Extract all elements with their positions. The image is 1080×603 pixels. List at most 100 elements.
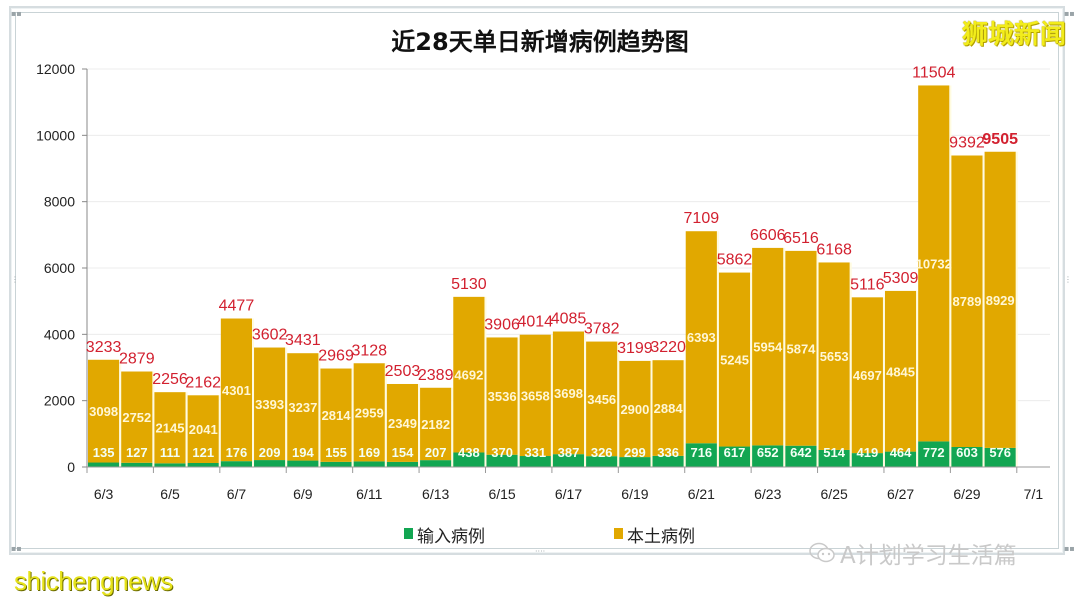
label-imported-6/10: 155 [325, 445, 347, 460]
label-imported-6/9: 194 [292, 445, 314, 460]
bar-local-6/10 [320, 368, 352, 462]
label-total-6/20: 3220 [650, 339, 686, 356]
label-local-6/22: 5245 [720, 353, 749, 368]
legend-label-local: 本土病例 [627, 527, 695, 547]
label-total-6/11: 3128 [351, 342, 387, 359]
y-tick-label: 0 [67, 459, 75, 475]
label-total-6/10: 2969 [318, 348, 354, 365]
bar-local-6/11 [353, 363, 385, 462]
label-imported-6/27: 464 [890, 445, 912, 460]
label-local-6/26: 4697 [853, 368, 882, 383]
bar-local-6/27 [884, 290, 917, 452]
bar-imported-6/26 [851, 453, 883, 467]
brand-watermark: 狮城新闻 [961, 20, 1066, 50]
bar-imported-6/30 [984, 447, 1016, 467]
bar-imported-6/4 [121, 462, 153, 467]
label-total-6/6: 2162 [185, 374, 221, 391]
wechat-account-name: A计划学习生活篇 [840, 543, 1017, 569]
label-local-6/24: 5874 [786, 341, 816, 356]
chart-frame-inner [15, 12, 1059, 549]
label-imported-6/17: 387 [558, 445, 580, 460]
label-local-6/18: 3456 [587, 392, 616, 407]
bar-local-6/12 [386, 383, 419, 462]
label-total-6/8: 3602 [252, 327, 288, 344]
chart-title: 近28天单日新增病例趋势图 [391, 28, 688, 56]
label-total-6/15: 3906 [484, 316, 520, 333]
label-total-6/30: 9505 [982, 131, 1018, 148]
bar-imported-6/13 [420, 460, 452, 467]
legend-label-imported: 输入病例 [417, 527, 485, 547]
label-imported-6/3: 135 [93, 445, 115, 460]
bar-imported-6/24 [785, 445, 817, 467]
resize-handle-bottom-left[interactable]: ▪▪ [11, 544, 22, 553]
y-tick-label: 4000 [44, 326, 75, 342]
resize-handle-top-left[interactable]: ▪▪ [11, 9, 22, 18]
label-local-6/10: 2814 [322, 408, 352, 423]
bar-imported-6/21 [685, 443, 717, 467]
x-tick-label: 6/15 [488, 486, 515, 502]
label-local-6/29: 8789 [953, 294, 982, 309]
x-tick-label: 6/27 [887, 486, 914, 502]
label-local-6/27: 4845 [886, 364, 915, 379]
label-imported-6/21: 716 [690, 445, 712, 460]
resize-handle-bottom[interactable]: ···· [535, 547, 546, 556]
label-total-6/12: 2503 [385, 363, 421, 380]
label-total-6/19: 3199 [617, 340, 653, 357]
label-local-6/5: 2145 [156, 421, 185, 436]
bar-local-6/22 [718, 272, 751, 447]
label-local-6/23: 5954 [753, 340, 783, 355]
bar-imported-6/15 [486, 454, 518, 467]
x-tick-label: 6/5 [160, 486, 180, 502]
bar-local-6/26 [851, 297, 883, 454]
y-tick-label: 2000 [44, 393, 75, 409]
resize-handle-left[interactable]: ⋮ [11, 275, 19, 284]
label-total-6/17: 4085 [551, 311, 587, 328]
label-imported-6/5: 111 [160, 445, 180, 460]
label-local-6/11: 2959 [355, 405, 384, 420]
label-imported-6/11: 169 [358, 445, 380, 460]
bar-imported-6/5 [154, 463, 186, 467]
y-tick-label: 8000 [44, 194, 75, 210]
label-total-6/28: 11504 [912, 64, 955, 81]
bar-imported-6/7 [220, 461, 253, 467]
label-total-6/16: 4014 [517, 314, 553, 331]
label-total-6/5: 2256 [152, 371, 188, 388]
y-tick-label: 10000 [36, 127, 75, 143]
bar-imported-6/29 [951, 447, 983, 467]
legend-swatch-local [614, 528, 623, 539]
data-labels: 135 3098 3233 127 2752 2879 111 2145 2256 121 2041… [86, 64, 1018, 460]
bar-local-6/20 [652, 360, 684, 456]
label-total-6/29: 9392 [949, 134, 985, 151]
resize-handle-bottom-right[interactable]: ▪▪ [1064, 544, 1075, 553]
site-watermark: shichengnews [14, 566, 173, 596]
bar-local-6/25 [818, 262, 850, 450]
bar-imported-6/25 [818, 449, 850, 467]
bar-imported-6/28 [918, 441, 950, 467]
label-total-6/18: 3782 [584, 321, 620, 338]
resize-handle-top-right[interactable]: ▪▪ [1064, 9, 1075, 18]
label-imported-6/26: 419 [857, 445, 879, 460]
bar-local-6/3 [88, 359, 120, 463]
label-imported-6/4: 127 [126, 445, 148, 460]
bar-imported-6/17 [552, 454, 585, 467]
bar-local-6/15 [486, 337, 518, 455]
label-local-6/12: 2349 [388, 416, 417, 431]
bar-local-6/21 [685, 231, 717, 444]
label-total-6/7: 4477 [219, 298, 255, 315]
label-local-6/28: 10732 [916, 256, 952, 271]
legend: 输入病例 本土病例 [404, 527, 695, 547]
label-imported-6/12: 154 [392, 445, 414, 460]
x-tick-label: 6/9 [293, 486, 313, 502]
label-local-6/8: 3393 [255, 397, 284, 412]
label-imported-6/24: 642 [790, 445, 812, 460]
bar-imported-6/6 [187, 462, 219, 467]
label-imported-6/19: 299 [624, 445, 646, 460]
bar-local-6/17 [552, 331, 585, 455]
x-tick-label: 6/19 [621, 486, 648, 502]
bar-imported-6/9 [287, 460, 319, 467]
x-tick-label: 6/3 [94, 486, 114, 502]
label-imported-6/6: 121 [192, 445, 214, 460]
bar-local-6/5 [154, 392, 186, 464]
resize-handle-right[interactable]: ⋮ [1064, 275, 1072, 284]
